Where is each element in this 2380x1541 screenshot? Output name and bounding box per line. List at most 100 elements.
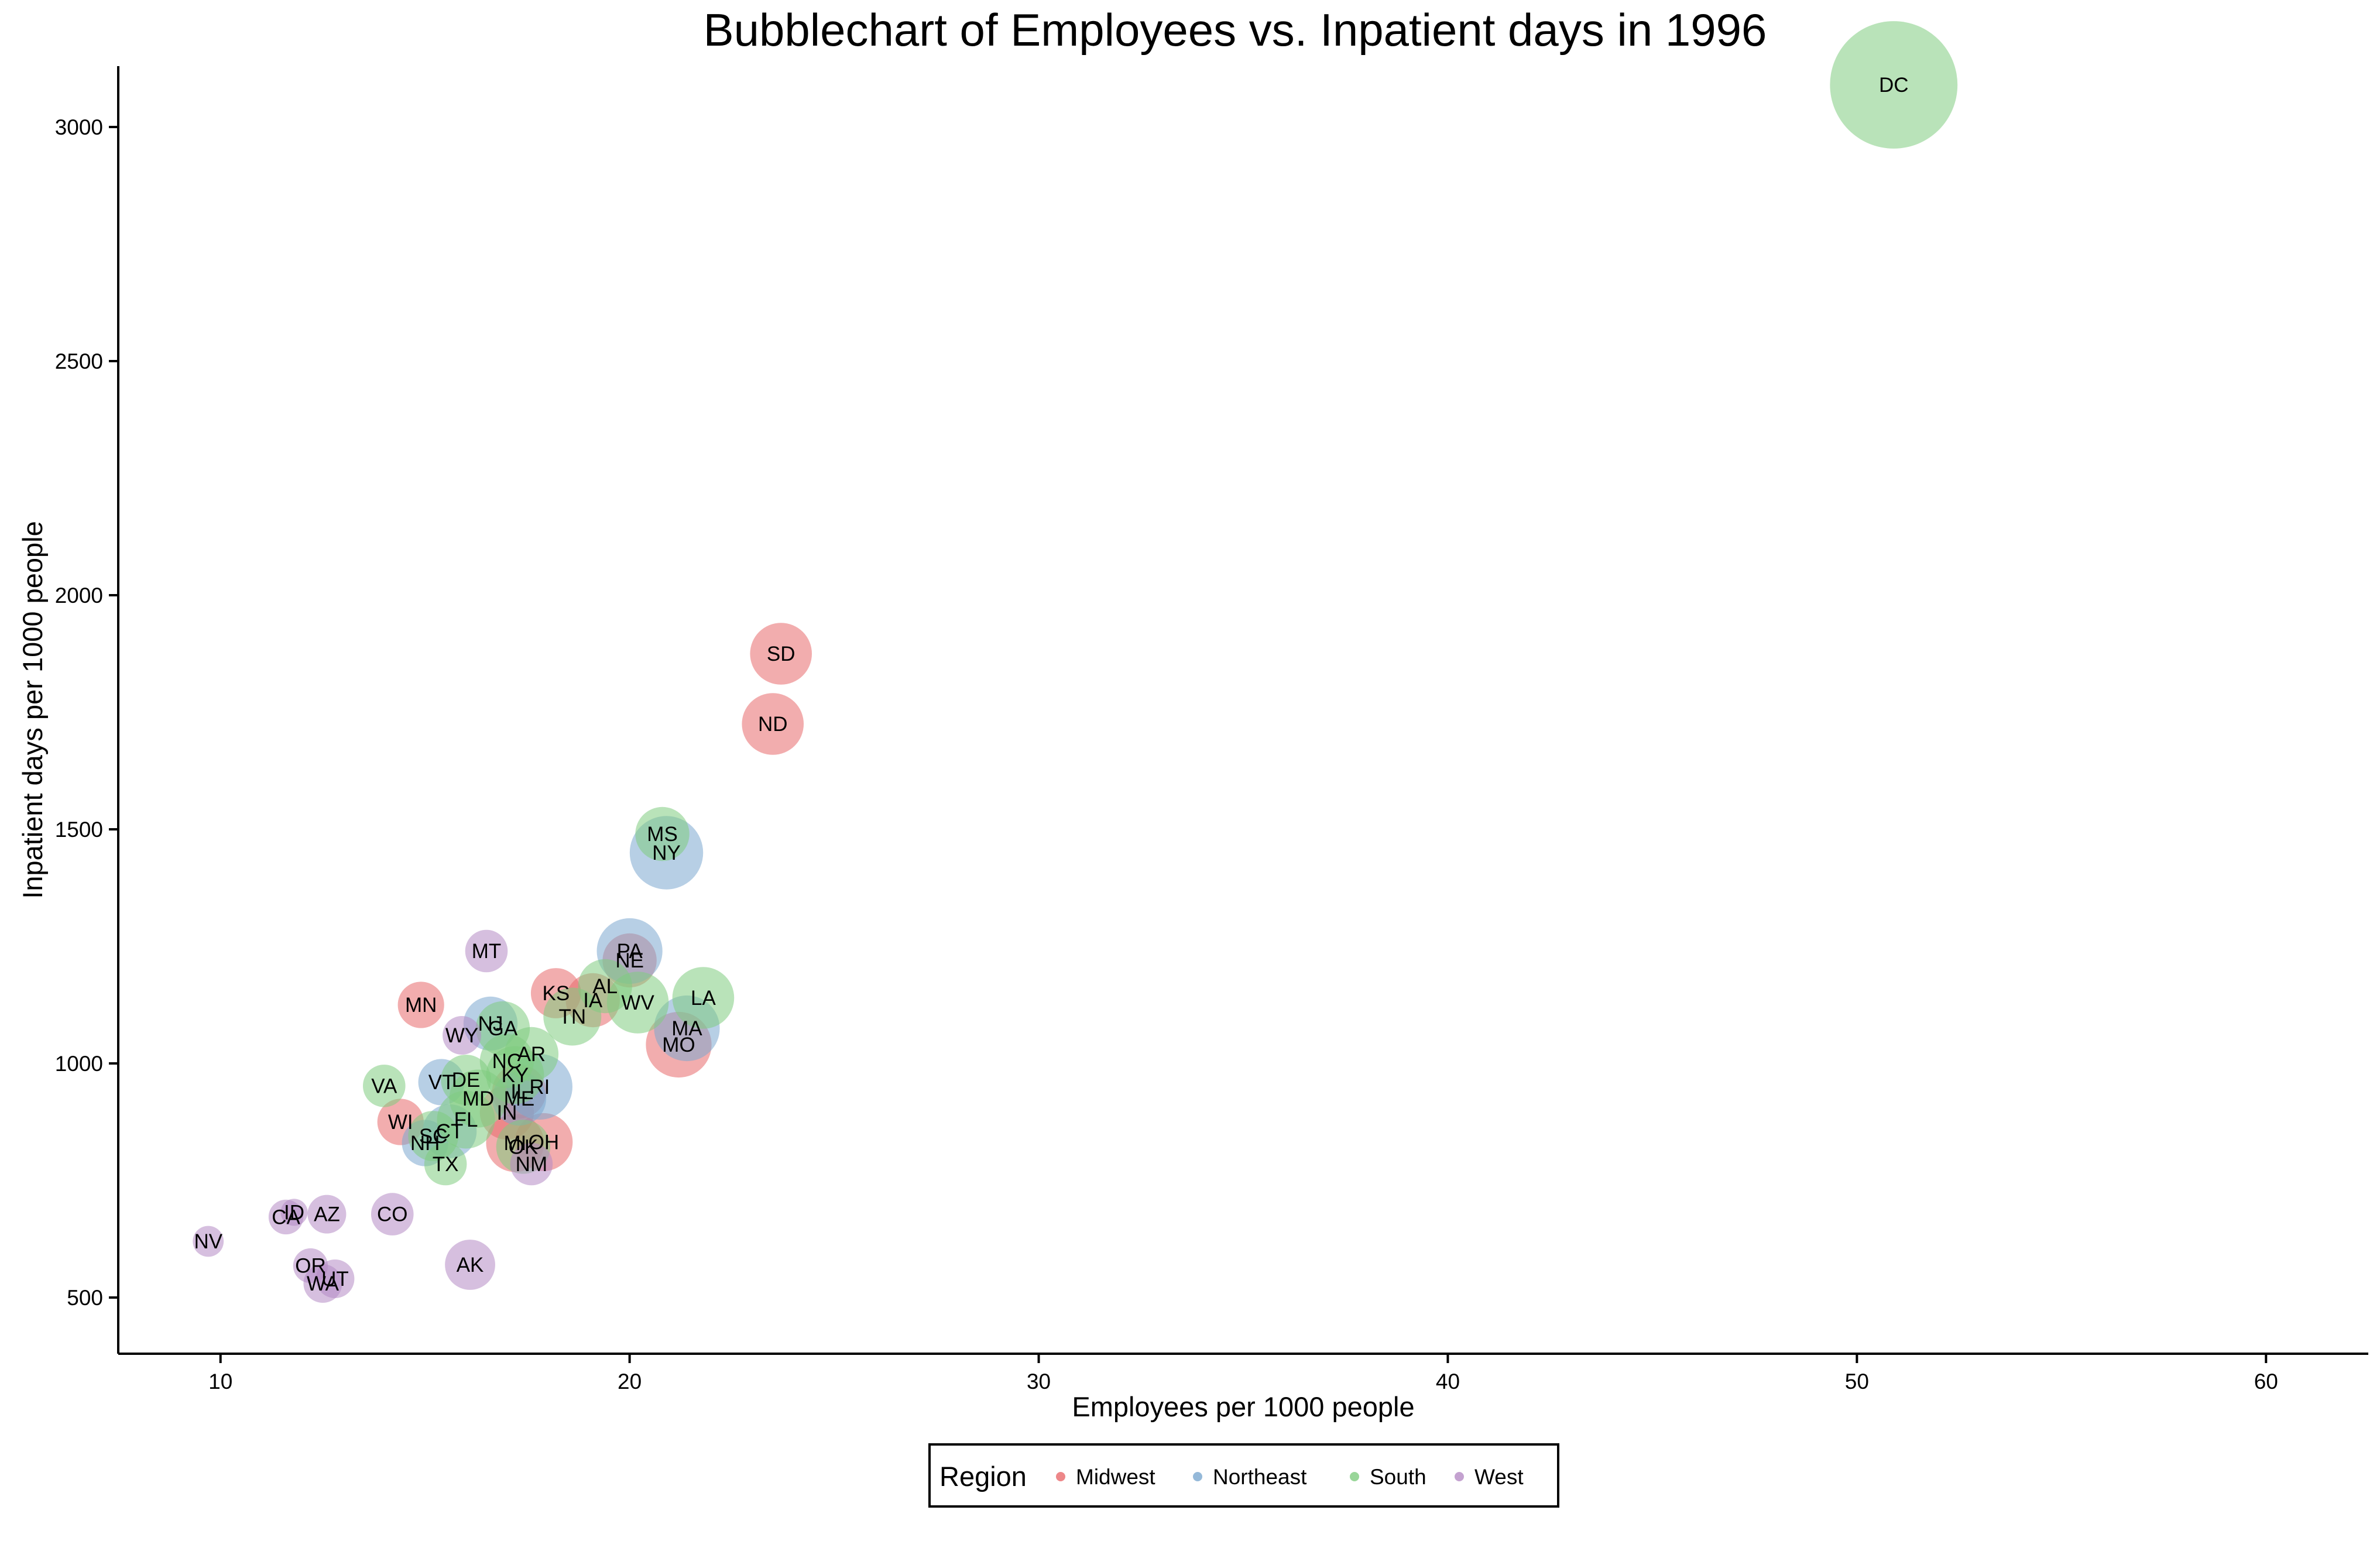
y-tick-label: 2500 (55, 349, 103, 373)
bubble-label-ar: AR (517, 1043, 546, 1066)
bubble-ca (268, 1199, 304, 1235)
bubble-label-id: ID (284, 1201, 304, 1224)
x-axis-title: Employees per 1000 people (1072, 1391, 1414, 1422)
bubble-co (371, 1193, 414, 1235)
bubble-label-tx: TX (433, 1153, 459, 1176)
bubble-label-ok: OK (509, 1135, 539, 1158)
y-tick-label: 1000 (55, 1052, 103, 1076)
x-tick-label: 50 (1845, 1370, 1869, 1394)
bubble-va (362, 1065, 406, 1107)
bubble-label-sd: SD (767, 643, 795, 665)
legend-label-northeast: Northeast (1213, 1465, 1307, 1489)
x-tick-label: 20 (618, 1370, 642, 1394)
bubble-label-co: CO (377, 1203, 408, 1226)
bubble-label-nh: NH (410, 1132, 440, 1155)
bubble-label-wv: WV (621, 991, 654, 1014)
bubble-label-wi: WI (388, 1111, 413, 1134)
bubble-label-mo: MO (662, 1034, 695, 1056)
bubble-label-tn: TN (558, 1005, 586, 1028)
bubble-label-in: IN (496, 1101, 517, 1124)
y-ticks: 500 1000 1500 2000 2500 3000 (55, 115, 118, 1310)
bubble-ms (635, 806, 690, 862)
x-ticks: 10 20 30 40 50 60 (208, 1354, 2278, 1394)
bubble-label-wy: WY (445, 1024, 478, 1047)
bubble-label-ia: IA (583, 989, 603, 1012)
bubble-label-mn: MN (405, 994, 437, 1017)
legend-key-midwest (1056, 1472, 1065, 1481)
bubble-wv (606, 972, 669, 1034)
bubble-az (307, 1195, 347, 1234)
bubble-label-la: LA (691, 987, 716, 1010)
bubble-label-nv: NV (194, 1230, 222, 1253)
y-tick-label: 2000 (55, 584, 103, 608)
bubble-label-az: AZ (314, 1203, 340, 1226)
bubble-label-mi: MI (503, 1132, 526, 1155)
x-tick-label: 60 (2254, 1370, 2278, 1394)
bubble-label-nc: NC (492, 1050, 522, 1073)
bubble-label-ca: CA (272, 1206, 300, 1228)
bubble-label-ut: UT (321, 1268, 349, 1291)
bubble-ak (445, 1240, 495, 1290)
x-tick-label: 40 (1436, 1370, 1460, 1394)
bubble-label-ct: CT (436, 1120, 464, 1143)
bubble-label-or: OR (295, 1255, 326, 1278)
bubble-label-dc: DC (1879, 74, 1909, 97)
bubble-nm (510, 1142, 553, 1186)
legend-title: Region (939, 1461, 1027, 1492)
legend: Region Midwest Northeast South West (928, 1443, 1559, 1508)
bubble-tn (543, 987, 602, 1046)
bubble-label-mt: MT (472, 940, 502, 963)
bubble-nd (742, 693, 804, 755)
bubble-label-il: IL (510, 1080, 527, 1103)
bubble-tx (424, 1142, 467, 1186)
bubble-mt (465, 929, 508, 973)
bubble-label-ga: GA (488, 1017, 518, 1040)
bubble-label-ny: NY (652, 842, 681, 864)
bubble-label-de: DE (452, 1069, 481, 1092)
bubble-label-va: VA (371, 1075, 397, 1097)
bubble-wa (303, 1264, 342, 1303)
bubble-label-nj: NJ (478, 1013, 503, 1035)
bubble-sd (750, 623, 812, 685)
bubble-label-ne: NE (615, 949, 644, 972)
bubble-mn (397, 981, 444, 1028)
x-tick-label: 30 (1027, 1370, 1051, 1394)
bubble-label-oh: OH (529, 1131, 560, 1154)
x-tick-label: 10 (208, 1370, 232, 1394)
bubble-nv (193, 1226, 224, 1257)
bubble-dc (1830, 21, 1958, 149)
legend-label-south: South (1370, 1465, 1426, 1489)
bubble-label-ks: KS (542, 982, 570, 1005)
legend-key-south (1350, 1472, 1359, 1481)
bubble-label-ma: MA (671, 1017, 702, 1040)
bubble-la (672, 967, 735, 1029)
bubble-label-nm: NM (516, 1153, 547, 1176)
bubble-label-vt: VT (428, 1071, 455, 1094)
bubble-label-wa: WA (307, 1272, 339, 1295)
bubble-label-ms: MS (647, 823, 678, 846)
bubble-label-me: ME (504, 1087, 535, 1110)
y-axis-title: Inpatient days per 1000 people (17, 521, 48, 898)
legend-label-west: West (1474, 1465, 1524, 1489)
legend-label-midwest: Midwest (1076, 1465, 1155, 1489)
bubble-label-sc: SC (419, 1125, 448, 1148)
bubble-label-pa: PA (617, 940, 643, 963)
bubble-label-ak: AK (457, 1254, 484, 1276)
axes: 10 20 30 40 50 60 500 1000 1500 2000 2500 3000 (55, 66, 2368, 1394)
legend-key-west (1455, 1472, 1464, 1481)
bubble-label-ri: RI (529, 1076, 550, 1099)
legend-key-northeast (1193, 1472, 1202, 1481)
bubble-label-ky: KY (502, 1064, 529, 1087)
y-tick-label: 500 (67, 1286, 103, 1310)
bubble-label-nd: ND (758, 713, 788, 736)
y-tick-label: 1500 (55, 818, 103, 842)
bubble-label-al: AL (592, 975, 618, 998)
bubble-label-md: MD (462, 1087, 494, 1110)
legend-items: Midwest Northeast South West (1056, 1465, 1524, 1489)
bubbles-layer (193, 21, 1958, 1303)
bubble-label-fl: FL (454, 1108, 478, 1131)
chart-title: Bubblechart of Employees vs. Inpatient d… (704, 4, 1767, 56)
legend-box (928, 1443, 1559, 1508)
